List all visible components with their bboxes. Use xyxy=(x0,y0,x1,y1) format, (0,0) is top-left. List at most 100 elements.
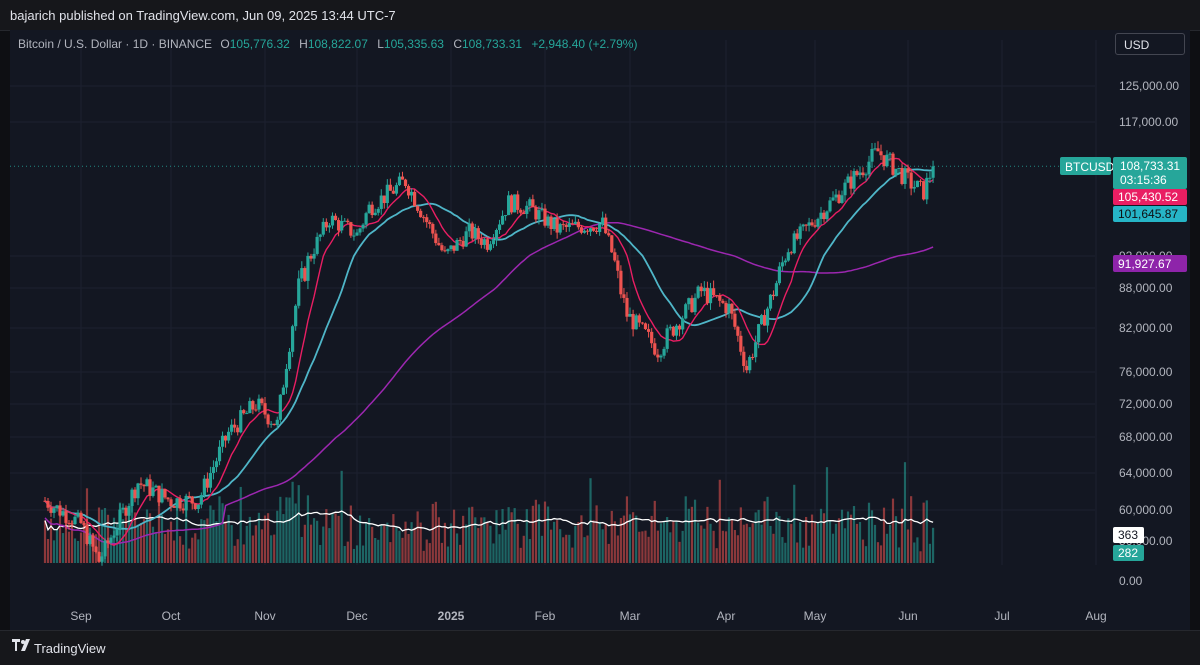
candle-body xyxy=(662,348,666,356)
volume-bar xyxy=(215,521,218,563)
volume-bar xyxy=(525,509,528,563)
candle-body xyxy=(786,252,790,261)
candle-body xyxy=(58,505,62,516)
volume-bar xyxy=(580,515,583,563)
volume-bar xyxy=(495,510,498,563)
candle-body xyxy=(440,245,444,251)
candle-body xyxy=(223,435,228,441)
price-tick-label: 68,000.00 xyxy=(1119,430,1173,444)
candle-body xyxy=(595,230,599,232)
candle-body xyxy=(455,239,459,251)
volume-bar xyxy=(419,522,422,563)
volume-bar xyxy=(604,523,607,563)
candle-body xyxy=(109,537,113,543)
countdown-label: 03:15:36 xyxy=(1120,173,1167,187)
volume-bar xyxy=(172,540,176,563)
volume-bar xyxy=(46,539,50,563)
volume-tag: 363 xyxy=(1118,528,1138,542)
candle-body xyxy=(864,174,868,176)
volume-bar xyxy=(931,527,935,563)
candle-body xyxy=(449,245,453,250)
volume-bar xyxy=(843,528,847,563)
price-tag-bg xyxy=(1113,157,1187,189)
candle-body xyxy=(491,240,496,245)
volume-bar xyxy=(82,521,86,563)
volume-bar xyxy=(300,536,303,563)
volume-bar xyxy=(796,542,799,563)
volume-bar xyxy=(358,515,362,563)
candle-body xyxy=(61,511,65,516)
candle-body xyxy=(431,223,435,234)
volume-bar xyxy=(540,535,544,563)
candle-body xyxy=(837,194,841,203)
candle-body xyxy=(373,212,377,216)
candle-body xyxy=(208,473,213,488)
volume-bar xyxy=(121,519,125,563)
volume-ma-line xyxy=(44,510,934,532)
volume-bar xyxy=(650,515,653,563)
candle-body xyxy=(849,176,853,189)
candle-body xyxy=(598,224,602,232)
candle-body xyxy=(352,235,356,237)
volume-bar xyxy=(647,536,650,563)
candle-body xyxy=(783,260,787,263)
volume-bar xyxy=(474,517,477,563)
volume-bar xyxy=(328,528,331,563)
candle-body xyxy=(564,224,568,228)
candle-body xyxy=(522,212,526,214)
candle-body xyxy=(858,172,862,176)
volume-bar xyxy=(706,506,709,563)
candle-body xyxy=(79,512,83,523)
candle-body xyxy=(834,194,838,198)
volume-bar xyxy=(882,507,886,563)
footer-bar: TradingView xyxy=(0,630,1200,665)
volume-bar xyxy=(900,508,904,563)
volume-bar xyxy=(586,535,589,563)
candle-body xyxy=(607,233,611,236)
candle-body xyxy=(115,528,119,536)
high-label: H xyxy=(299,37,308,51)
candle-body xyxy=(355,232,359,236)
volume-bar xyxy=(697,522,700,563)
candle-body xyxy=(473,228,477,239)
candle-body xyxy=(690,298,694,313)
candle-body xyxy=(361,224,365,229)
candle-body xyxy=(730,303,734,314)
candle-body xyxy=(376,208,380,213)
candle-body xyxy=(284,368,289,388)
volume-bar xyxy=(282,514,285,563)
volume-bar xyxy=(846,511,850,563)
volume-bar xyxy=(276,510,279,563)
volume-bar xyxy=(364,522,368,563)
candle-body xyxy=(333,215,338,221)
candle-body xyxy=(416,206,420,211)
volume-bar xyxy=(534,499,538,563)
candle-body xyxy=(888,153,892,155)
candle-body xyxy=(604,217,608,234)
candle-body xyxy=(879,151,883,156)
volume-bar xyxy=(828,520,832,563)
volume-bar xyxy=(410,522,413,563)
volume-bar xyxy=(218,496,221,563)
candle-body xyxy=(897,167,901,169)
volume-bar xyxy=(437,517,440,563)
volume-bar xyxy=(413,527,416,563)
volume-bar xyxy=(928,543,932,563)
volume-bar xyxy=(115,536,119,563)
time-axis: Sep Oct Nov Dec 2025 Feb Mar Apr May Jun Jul Aug xyxy=(70,609,1106,623)
candle-body xyxy=(777,266,781,284)
candle-body xyxy=(300,268,304,279)
volume-bar xyxy=(510,512,513,563)
currency-button[interactable]: USD xyxy=(1115,33,1185,55)
candle-body xyxy=(337,220,341,231)
volume-bar xyxy=(188,548,191,563)
price-tick-label: 82,000.00 xyxy=(1119,321,1173,335)
candle-body xyxy=(294,305,298,327)
candle-body xyxy=(130,489,134,507)
candle-body xyxy=(727,303,731,314)
volume-bar xyxy=(879,545,883,563)
candle-body xyxy=(49,507,53,513)
price-chart[interactable]: 125,000.00117,000.0092,000.0088,000.0082… xyxy=(0,0,1200,630)
candle-body xyxy=(133,489,137,499)
candle-body xyxy=(721,300,725,303)
